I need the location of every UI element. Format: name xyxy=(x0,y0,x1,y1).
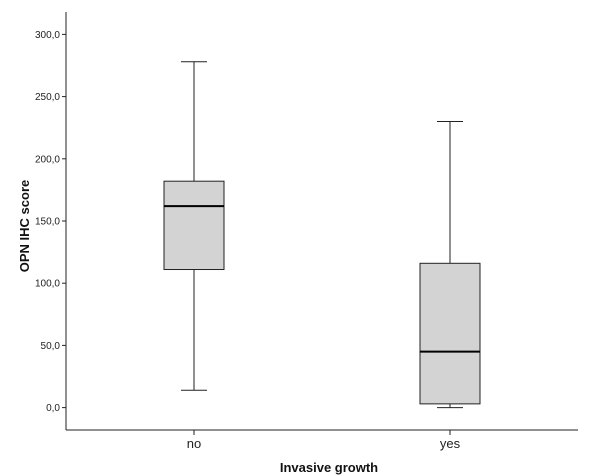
x-axis: no yes xyxy=(187,430,461,451)
y-tick-label: 50,0 xyxy=(41,341,61,352)
y-axis: 0,0 50,0 100,0 150,0 200,0 250,0 300,0 xyxy=(35,30,66,414)
y-tick-label: 150,0 xyxy=(35,217,60,228)
x-tick-label: yes xyxy=(440,436,461,451)
boxes xyxy=(163,61,481,409)
y-tick-label: 0,0 xyxy=(46,403,60,414)
y-axis-title: OPN IHC score xyxy=(17,180,32,272)
x-axis-title: Invasive growth xyxy=(280,460,378,475)
iqr-box xyxy=(419,262,481,405)
box-yes xyxy=(419,120,481,409)
y-tick-label: 300,0 xyxy=(35,30,60,41)
y-tick-label: 200,0 xyxy=(35,154,60,165)
box-no xyxy=(163,61,225,391)
y-tick-label: 100,0 xyxy=(35,279,60,290)
y-tick-label: 250,0 xyxy=(35,92,60,103)
iqr-box xyxy=(163,180,225,271)
x-tick-label: no xyxy=(187,436,201,451)
